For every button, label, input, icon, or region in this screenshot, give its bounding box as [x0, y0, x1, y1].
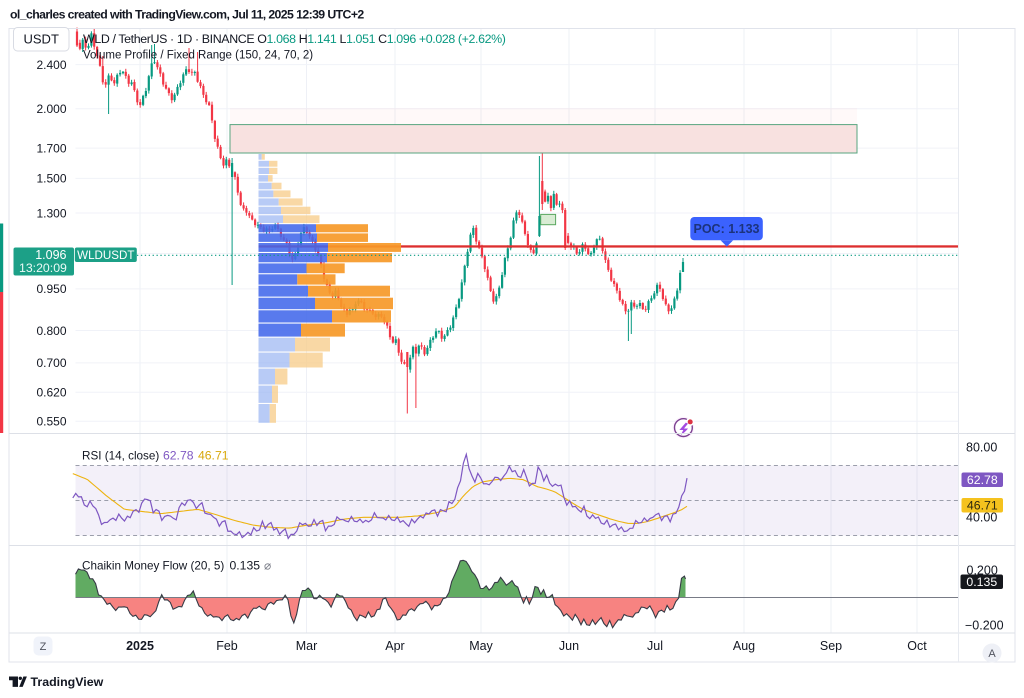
svg-text:0.135: 0.135: [230, 559, 261, 573]
svg-text:0.620: 0.620: [36, 386, 66, 400]
svg-text:0.950: 0.950: [36, 282, 66, 296]
svg-text:1.096: 1.096: [35, 248, 66, 262]
svg-text:USDT: USDT: [24, 32, 59, 47]
svg-text:0.800: 0.800: [36, 324, 66, 338]
svg-text:46.71: 46.71: [198, 449, 229, 463]
svg-text:Chaikin Money Flow (20, 5): Chaikin Money Flow (20, 5): [82, 560, 224, 573]
svg-text:Mar: Mar: [296, 639, 318, 653]
svg-text:Feb: Feb: [216, 639, 238, 653]
svg-text:80.00: 80.00: [966, 441, 997, 455]
svg-text:WLD / TetherUS · 1D · BINANCE: WLD / TetherUS · 1D · BINANCE O1.068 H1.…: [83, 32, 506, 46]
svg-text:Z: Z: [40, 641, 47, 653]
svg-text:1.300: 1.300: [36, 206, 66, 220]
svg-text:ol_charles created with Tradin: ol_charles created with TradingView.com,…: [10, 8, 364, 22]
svg-text:Jul: Jul: [647, 639, 663, 653]
svg-text:−0.200: −0.200: [965, 618, 1004, 632]
svg-text:Jun: Jun: [559, 639, 579, 653]
svg-text:A: A: [988, 648, 996, 660]
svg-text:TradingView: TradingView: [31, 675, 104, 689]
svg-text:Apr: Apr: [385, 639, 404, 653]
svg-text:2025: 2025: [126, 639, 154, 653]
svg-text:May: May: [469, 639, 493, 653]
svg-text:1.500: 1.500: [36, 172, 66, 186]
svg-text:Volume Profile / Fixed Range (: Volume Profile / Fixed Range (150, 24, 7…: [83, 50, 313, 62]
svg-text:Oct: Oct: [907, 639, 927, 653]
svg-text:Aug: Aug: [733, 639, 755, 653]
svg-text:40.00: 40.00: [966, 510, 997, 524]
svg-text:13:20:09: 13:20:09: [19, 261, 67, 275]
svg-text:0.550: 0.550: [36, 415, 66, 429]
svg-text:0.135: 0.135: [966, 575, 997, 589]
svg-text:WLDUSDT: WLDUSDT: [77, 249, 134, 262]
svg-text:POC: 1.133: POC: 1.133: [693, 222, 759, 236]
svg-text:RSI (14, close): RSI (14, close): [82, 450, 159, 463]
svg-text:⌀: ⌀: [264, 559, 271, 573]
svg-text:0.200: 0.200: [967, 564, 998, 578]
svg-text:Sep: Sep: [820, 639, 842, 653]
svg-text:62.78: 62.78: [163, 449, 194, 463]
svg-text:2.000: 2.000: [36, 102, 66, 116]
svg-text:0.700: 0.700: [36, 356, 66, 370]
svg-text:62.78: 62.78: [967, 473, 998, 487]
svg-text:46.71: 46.71: [967, 498, 998, 512]
svg-text:2.400: 2.400: [36, 58, 66, 72]
svg-text:1.700: 1.700: [36, 141, 66, 155]
